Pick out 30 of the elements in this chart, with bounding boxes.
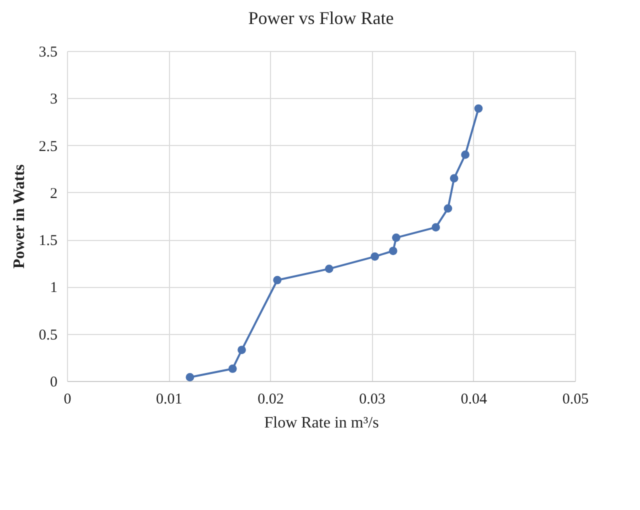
x-tick-label: 0.02: [258, 392, 284, 408]
point: [388, 246, 398, 256]
point: [461, 150, 470, 159]
point: [474, 104, 483, 113]
y-tick-label: 1.5: [38, 233, 58, 250]
y-tick-label: 3: [50, 92, 58, 108]
point: [228, 364, 237, 373]
chart-title: Power vs Flow Rate: [248, 8, 394, 28]
y-tick-label: 0: [50, 374, 58, 390]
y-tick-label: 2: [50, 186, 58, 202]
point: [432, 223, 440, 232]
point: [392, 234, 400, 242]
point: [444, 204, 452, 213]
x-tick-label: 0.05: [562, 392, 589, 408]
y-axis-title: Power in Watts: [10, 164, 28, 269]
y-tick-label: 2.5: [38, 138, 58, 155]
y-tick-label: 1: [50, 280, 58, 296]
point: [450, 174, 458, 182]
x-tick-label: 0.04: [460, 392, 488, 408]
point: [370, 252, 380, 261]
x-tick-label: 0.03: [359, 392, 386, 408]
point: [273, 276, 282, 284]
point: [238, 346, 246, 354]
y-tick-label: 0.5: [38, 327, 58, 344]
point: [324, 264, 334, 273]
x-tick-label: 0: [64, 392, 72, 408]
x-axis-title: Flow Rate in m³/s: [264, 414, 379, 432]
point: [186, 373, 194, 382]
y-tick-label: 3.5: [38, 44, 58, 60]
x-tick-label: 0.01: [156, 392, 182, 408]
